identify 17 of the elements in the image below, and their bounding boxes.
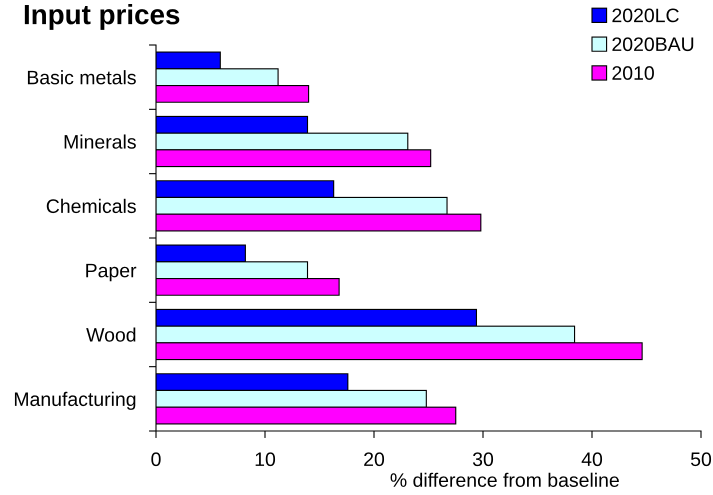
x-tick-label: 10 [256,452,276,466]
y-tick-label: Chemicals [46,198,136,214]
x-tick-label: 20 [364,452,384,466]
legend-label: 2020BAU [612,37,694,52]
legend-label: 2010 [612,66,654,80]
y-tick-label: Minerals [64,134,136,149]
y-tick-label: Wood [86,327,136,342]
y-tick-label: Basic metals [28,70,136,84]
y-tick-label: Manufacturing [14,392,136,410]
x-tick-label: 50 [690,452,712,466]
x-tick-label: 0 [151,452,161,466]
y-tick-label: Paper [86,264,136,282]
x-tick-label: 40 [582,452,602,466]
x-axis-title: % difference from baseline [390,472,619,487]
legend-label: 2020LC [612,8,679,22]
chart-title: Input prices [24,4,180,30]
x-tick-label: 30 [472,452,494,466]
